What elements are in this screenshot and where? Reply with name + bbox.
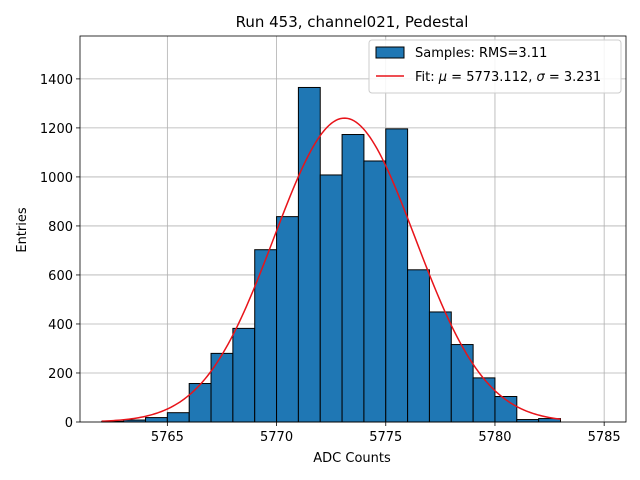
- y-tick-label: 1400: [40, 73, 73, 88]
- histogram-bar: [407, 269, 430, 423]
- x-tick-label: 5770: [260, 430, 293, 445]
- histogram-bar: [428, 311, 452, 423]
- x-tick-label: 5765: [151, 430, 184, 445]
- legend-fit-label: Fit: μ = 5773.112, σ = 3.231: [415, 70, 601, 85]
- histogram-bar: [341, 134, 365, 423]
- legend-fit-mu-value: = 5773.112,: [447, 70, 536, 85]
- legend-box: [368, 39, 622, 94]
- legend-fit-mu-symbol: μ: [438, 70, 447, 85]
- histogram-bar: [297, 86, 321, 423]
- legend-samples-swatch: [375, 46, 405, 59]
- histogram-bar: [210, 352, 234, 423]
- histogram-bar: [472, 377, 496, 423]
- x-tick-label: 5785: [588, 430, 621, 445]
- legend-fit-sigma-symbol: σ: [537, 70, 546, 85]
- y-tick-label: 200: [48, 367, 73, 382]
- legend: Samples: RMS=3.11 Fit: μ = 5773.112, σ =…: [368, 39, 622, 94]
- legend-fit-prefix: Fit:: [415, 70, 439, 85]
- y-axis-label: Entries: [15, 207, 30, 253]
- histogram-bars: [101, 86, 561, 423]
- plot-frame: [79, 35, 627, 423]
- chart-title: Run 453, channel021, Pedestal: [236, 13, 469, 31]
- x-axis-label: ADC Counts: [313, 451, 391, 466]
- histogram-bar: [188, 383, 212, 423]
- histogram-bar: [254, 249, 278, 423]
- histogram-bar: [363, 160, 387, 423]
- y-axis-ticks: 0 200 400 600 800 1000 1200 1400: [40, 73, 80, 431]
- histogram-bar: [450, 344, 474, 423]
- legend-samples-label: Samples: RMS=3.11: [415, 46, 547, 61]
- histogram-bar: [276, 216, 299, 423]
- histogram-bar: [232, 327, 256, 423]
- y-tick-label: 1000: [40, 171, 73, 186]
- x-tick-label: 5780: [478, 430, 511, 445]
- x-axis-ticks: 5765 5770 5775 5780 5785: [151, 422, 621, 445]
- histogram-bar: [319, 174, 343, 423]
- y-tick-label: 1200: [40, 122, 73, 137]
- y-tick-label: 0: [65, 416, 73, 431]
- x-tick-label: 5775: [369, 430, 402, 445]
- gaussian-fit-curve: [101, 117, 561, 422]
- histogram-bar: [166, 412, 190, 423]
- y-tick-label: 600: [48, 269, 73, 284]
- y-tick-label: 800: [48, 220, 73, 235]
- legend-fit-sigma-value: = 3.231: [545, 70, 601, 85]
- histogram-bar: [145, 417, 168, 423]
- y-tick-label: 400: [48, 318, 73, 333]
